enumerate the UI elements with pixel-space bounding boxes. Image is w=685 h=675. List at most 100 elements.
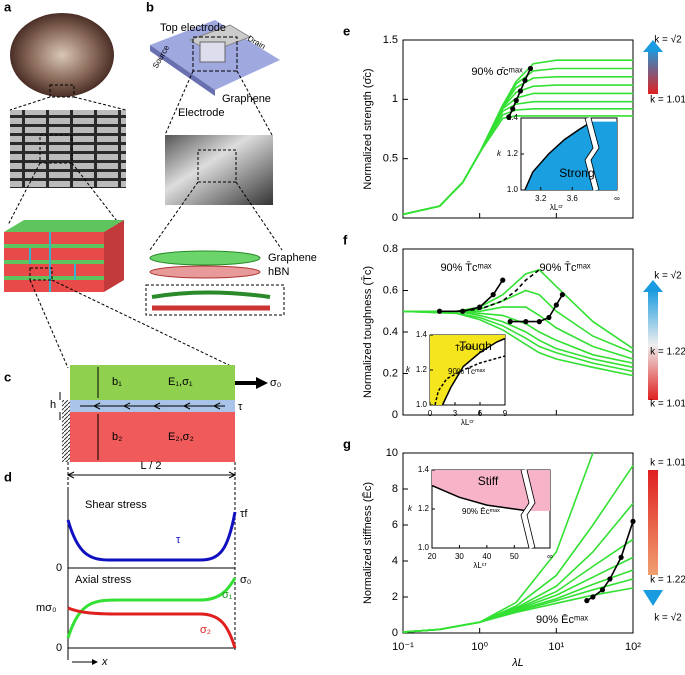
inset-x-tick-label: 0 <box>428 409 433 418</box>
inset-x-tick-label: 50 <box>510 552 519 561</box>
dimension <box>66 471 237 479</box>
graphene-sheet <box>149 250 261 266</box>
shear-arrows <box>92 402 221 410</box>
point <box>599 587 606 593</box>
inset-y-tick-label: 1.4 <box>418 465 430 474</box>
layer-1 <box>70 365 235 400</box>
brick-model <box>4 220 124 292</box>
point <box>517 88 524 94</box>
point <box>584 598 590 604</box>
inset-x-tick-label: 3.6 <box>567 194 579 203</box>
inset-boundary <box>441 337 506 406</box>
colorbar-arrow <box>643 590 663 606</box>
series-line <box>402 310 634 377</box>
y-tick-label: 0 <box>392 212 398 224</box>
label: σ₀ <box>240 574 251 586</box>
y-tick-label: 0.6 <box>383 284 398 296</box>
point <box>490 292 496 298</box>
load-arrow <box>256 377 268 389</box>
point <box>513 97 519 104</box>
label: 0 <box>56 642 62 654</box>
colorbar-arrow <box>643 40 663 52</box>
break-label: ∞ <box>614 194 620 203</box>
zoom-lines <box>164 70 273 136</box>
label: b₁ <box>112 376 122 388</box>
y-tick-label: 0.2 <box>383 367 398 379</box>
x-tick-label: 10² <box>625 641 641 653</box>
point <box>436 308 443 314</box>
label: Graphene <box>268 252 317 264</box>
colorbar <box>648 470 658 575</box>
inset-region-label: Tough <box>459 339 492 353</box>
panel-label: a <box>4 0 12 14</box>
inset-x-tick-label: 3 <box>453 409 458 418</box>
y-tick-label: 0.4 <box>383 326 398 338</box>
y-tick-label: 10 <box>386 447 398 459</box>
panel-label: e <box>343 23 350 38</box>
inset-x-label: λLᶜʳ <box>461 418 474 427</box>
inset-x-label: λLᶜʳ <box>473 561 486 570</box>
axis-break <box>585 117 599 191</box>
label: Top electrode <box>160 22 226 34</box>
annotation: 90% Ēcᵐᵃˣ <box>536 614 588 626</box>
y-tick-label: 0 <box>392 627 398 639</box>
sigma1-curve <box>66 577 237 639</box>
inset-y-label: k <box>497 149 502 158</box>
annotation: 90% σ̄cᵐᵃˣ <box>471 66 523 78</box>
inset-x-tick-label: 3.2 <box>535 194 547 203</box>
label: σ₀ <box>270 377 281 389</box>
axis-break <box>584 117 600 191</box>
x-tick-label: 10⁻¹ <box>392 641 414 653</box>
zoom-box <box>145 284 285 316</box>
label: b₂ <box>112 431 122 443</box>
panel-label: f <box>343 232 348 247</box>
point <box>536 319 542 325</box>
zoom-box <box>192 36 238 72</box>
point <box>506 114 512 120</box>
sigma2-curve <box>67 606 237 649</box>
annotation: 90% T̄cᵐᵃˣ <box>440 261 491 274</box>
axis-break <box>521 469 535 549</box>
colorbar-label: k = 1.01 <box>650 95 685 106</box>
label: Electrode <box>178 107 224 119</box>
inset-annotation: 90% Ēcᵐᵃˣ <box>462 507 500 516</box>
zoom-box <box>39 134 73 164</box>
colorbar <box>648 290 658 400</box>
break-label: ∞ <box>547 552 553 561</box>
colorbar <box>648 48 658 94</box>
y-tick-label: 8 <box>392 483 398 495</box>
y-tick-label: 0.5 <box>383 153 398 165</box>
inset-y-tick-label: 1.4 <box>416 330 428 339</box>
inset-y-tick-label: 1.4 <box>507 113 519 122</box>
inset-y-label: k <box>408 504 413 513</box>
x-axis-label: λL <box>511 657 524 669</box>
panel-label: d <box>4 469 12 484</box>
axis <box>67 488 235 660</box>
zoom-lines <box>7 96 127 226</box>
inset-boundary <box>431 484 529 512</box>
label: σ₂ <box>200 624 211 636</box>
graphene-sheet <box>151 290 271 299</box>
inset-x-tick-label: 6 <box>478 409 483 418</box>
inset-annotation: T̄cᵐᵃˣ <box>455 344 474 353</box>
label: h <box>50 399 56 411</box>
inset-y-tick-label: 1.0 <box>416 400 428 409</box>
plot-frame <box>402 452 634 634</box>
y-tick-label: 0.8 <box>383 243 398 255</box>
point <box>630 518 636 525</box>
inset-annotation: 90% T̄cᵐᵃˣ <box>448 367 486 376</box>
point <box>618 554 624 561</box>
inset-boundary <box>524 120 593 191</box>
panel-label: b <box>146 0 154 14</box>
colorbar-label: k = 1.01 <box>650 458 685 469</box>
label: hBN <box>268 266 289 278</box>
zoom-lines <box>29 279 236 369</box>
inset-y-tick-label: 1.2 <box>507 149 519 158</box>
point <box>553 302 559 308</box>
panel-label: g <box>343 436 351 451</box>
y-tick-label: 4 <box>392 555 398 567</box>
inset-y-label: k <box>406 365 411 374</box>
colorbar-label: k = 1.22 <box>650 347 685 358</box>
sem-image <box>10 110 126 188</box>
